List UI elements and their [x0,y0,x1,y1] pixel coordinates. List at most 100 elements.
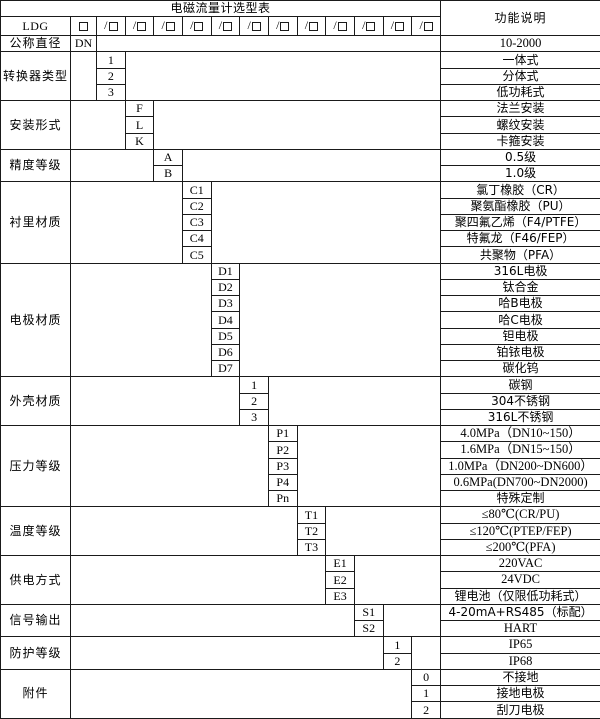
code-cell[interactable]: E2 [326,572,355,588]
code-cell[interactable]: E1 [326,556,355,572]
code-cell[interactable]: C4 [182,231,211,247]
row-label-8: 温度等级 [1,507,71,556]
code-cell[interactable]: D4 [211,312,240,328]
code-box [280,22,289,31]
code-cell[interactable]: A [154,149,183,165]
model-code-cell[interactable]: / [354,17,383,36]
code-cell[interactable]: D5 [211,328,240,344]
code-cell[interactable]: DN [71,36,97,52]
code-cell[interactable]: 2 [240,393,269,409]
function-cell: 1.0MPa（DN200~DN600） [441,458,600,474]
function-cell: 螺纹安装 [441,117,600,133]
code-cell[interactable]: E3 [326,588,355,604]
function-cell: 220VAC [441,556,600,572]
function-cell: 4.0MPa（DN10~150） [441,426,600,442]
spacer-left [71,556,326,605]
spacer-right [268,377,440,426]
model-code-cell[interactable]: / [182,17,211,36]
code-cell[interactable]: D3 [211,296,240,312]
code-cell[interactable]: P3 [268,458,297,474]
code-cell[interactable]: 1 [97,52,126,68]
code-cell[interactable]: 1 [412,686,441,702]
code-box [395,22,404,31]
spacer-right [326,507,441,556]
code-box [109,22,118,31]
function-cell: 卡箍安装 [441,133,600,149]
code-cell[interactable]: K [125,133,154,149]
slash-separator: / [190,19,193,32]
spacer-right [383,604,440,637]
code-cell[interactable]: 0 [412,669,441,685]
code-box [137,22,146,31]
function-cell: 铂铱电极 [441,344,600,360]
function-cell: ≤120℃(PTEP/FEP) [441,523,600,539]
function-cell: 哈C电极 [441,312,600,328]
function-cell: 钽电极 [441,328,600,344]
code-cell[interactable]: S1 [354,604,383,620]
code-cell[interactable]: B [154,166,183,182]
model-code-cell[interactable]: / [383,17,412,36]
slash-separator: / [133,19,136,32]
code-cell[interactable]: 2 [383,653,412,669]
function-cell: 聚四氟乙烯（F4/PTFE） [441,214,600,230]
code-cell[interactable]: C2 [182,198,211,214]
code-cell[interactable]: T3 [297,539,326,555]
code-cell[interactable]: D1 [211,263,240,279]
function-cell: 低功耗式 [441,84,600,100]
model-code-cell[interactable]: / [125,17,154,36]
code-cell[interactable]: 3 [97,84,126,100]
code-cell[interactable]: T1 [297,507,326,523]
row-label-3: 精度等级 [1,149,71,182]
code-cell[interactable]: P4 [268,474,297,490]
code-cell[interactable]: 2 [97,68,126,84]
code-cell[interactable]: C5 [182,247,211,263]
model-code-cell[interactable]: / [297,17,326,36]
function-cell: 10-2000 [441,36,600,52]
slash-separator: / [161,19,164,32]
function-cell: HART [441,621,600,637]
row-label-9: 供电方式 [1,556,71,605]
code-cell[interactable]: P1 [268,426,297,442]
model-code-cell[interactable]: / [326,17,355,36]
code-cell[interactable]: D2 [211,279,240,295]
code-cell[interactable]: P2 [268,442,297,458]
function-cell: 316L不锈钢 [441,409,600,425]
row-label-10: 信号输出 [1,604,71,637]
model-code-cell[interactable] [71,17,97,36]
code-cell[interactable]: D6 [211,344,240,360]
code-cell[interactable]: 3 [240,409,269,425]
code-cell[interactable]: D7 [211,361,240,377]
function-cell: IP65 [441,637,600,653]
spacer-right [211,182,440,263]
code-box [166,22,175,31]
model-code-cell[interactable]: / [268,17,297,36]
spacer-right [354,556,440,605]
model-code-cell[interactable]: / [240,17,269,36]
model-code-cell[interactable]: / [154,17,183,36]
function-cell: 0.6MPa(DN700~DN2000) [441,474,600,490]
code-cell[interactable]: 1 [240,377,269,393]
code-cell[interactable]: C3 [182,214,211,230]
function-cell: 316L电极 [441,263,600,279]
model-code-cell[interactable]: / [211,17,240,36]
spacer-left [71,604,355,637]
model-code-cell[interactable]: / [412,17,441,36]
spacer-left [71,507,298,556]
code-cell[interactable]: C1 [182,182,211,198]
code-cell[interactable]: 1 [383,637,412,653]
code-cell[interactable]: L [125,117,154,133]
code-box [366,22,375,31]
slash-separator: / [247,19,250,32]
code-cell[interactable]: F [125,101,154,117]
spacer-right [97,36,441,52]
code-cell[interactable]: T2 [297,523,326,539]
code-cell[interactable]: S2 [354,621,383,637]
code-cell[interactable]: Pn [268,491,297,507]
model-code-cell[interactable]: / [97,17,126,36]
